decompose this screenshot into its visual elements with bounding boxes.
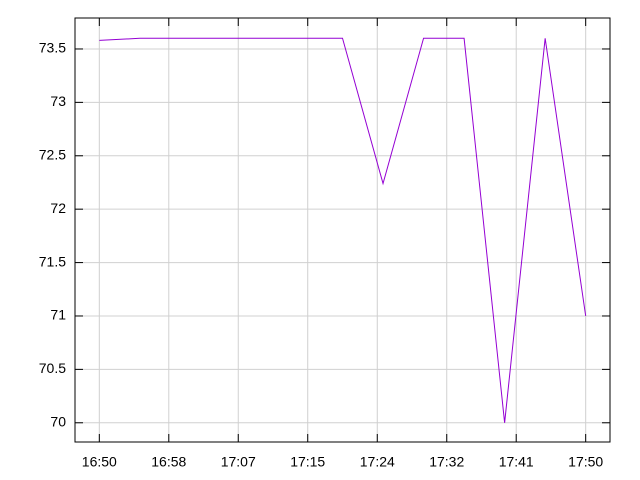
x-tick-label: 17:50 [568,454,603,470]
y-tick-label: 70.5 [39,360,66,376]
y-tick-label: 71 [50,307,66,323]
x-tick-label: 16:50 [82,454,117,470]
y-tick-label: 73 [50,93,66,109]
x-tick-label: 17:32 [429,454,464,470]
data-line [99,37,587,423]
y-tick-label: 73.5 [39,40,66,56]
x-tick-label: 17:15 [290,454,325,470]
y-tick-label: 72.5 [39,146,66,162]
x-tick-label: 16:58 [151,454,186,470]
x-tick-label: 17:24 [360,454,395,470]
x-tick-label: 17:07 [221,454,256,470]
y-tick-label: 71.5 [39,253,66,269]
y-tick-label: 70 [50,413,66,429]
x-tick-label: 17:41 [499,454,534,470]
plot-frame [74,17,611,443]
y-tick-label: 72 [50,200,66,216]
